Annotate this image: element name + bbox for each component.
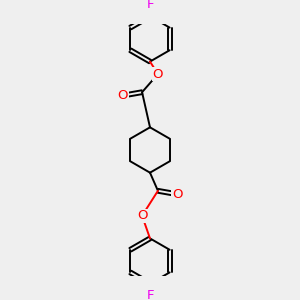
Text: F: F	[146, 0, 154, 11]
Text: O: O	[153, 68, 163, 81]
Text: O: O	[172, 188, 182, 201]
Text: F: F	[146, 289, 154, 300]
Text: O: O	[137, 209, 147, 222]
Text: O: O	[118, 89, 128, 102]
